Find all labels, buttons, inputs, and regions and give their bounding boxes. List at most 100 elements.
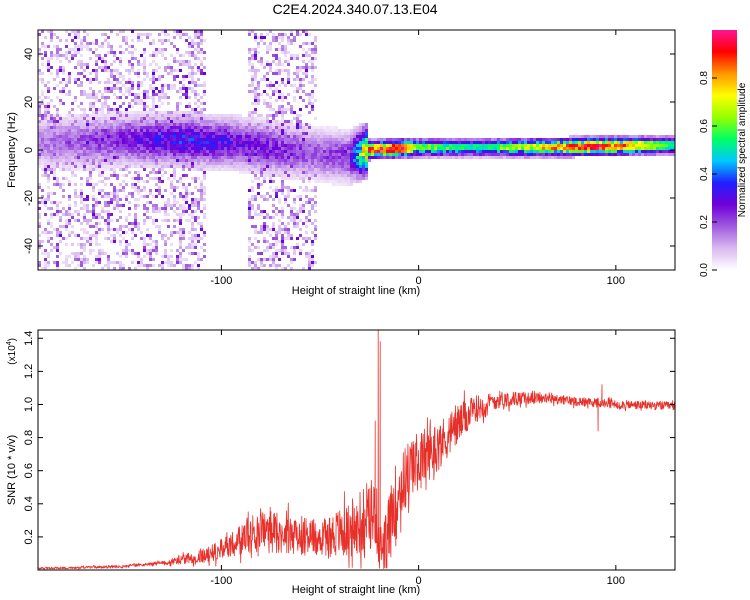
heatmap-cell: [98, 168, 101, 171]
heatmap-cell: [89, 168, 92, 171]
heatmap-cell: [329, 132, 332, 135]
heatmap-cell: [281, 159, 284, 162]
heatmap-cell: [140, 33, 143, 36]
heatmap-cell: [293, 72, 296, 75]
heatmap-cell: [275, 90, 278, 93]
heatmap-cell: [281, 207, 284, 210]
heatmap-cell: [239, 120, 242, 123]
heatmap-cell: [98, 123, 101, 126]
heatmap-cell: [125, 81, 128, 84]
heatmap-cell: [152, 126, 155, 129]
heatmap-cell: [218, 141, 221, 144]
heatmap-cell: [278, 33, 281, 36]
heatmap-cell: [116, 159, 119, 162]
heatmap-cell: [569, 156, 572, 159]
heatmap-cell: [260, 264, 263, 267]
heatmap-cell: [416, 141, 419, 144]
heatmap-cell: [173, 264, 176, 267]
heatmap-cell: [179, 129, 182, 132]
heatmap-cell: [254, 156, 257, 159]
heatmap-cell: [560, 141, 563, 144]
heatmap-cell: [188, 246, 191, 249]
heatmap-cell: [95, 114, 98, 117]
heatmap-cell: [125, 153, 128, 156]
y-tick-label: 1.2: [23, 364, 35, 379]
heatmap-cell: [92, 162, 95, 165]
heatmap-cell: [290, 237, 293, 240]
heatmap-cell: [377, 141, 380, 144]
heatmap-cell: [131, 249, 134, 252]
heatmap-cell: [86, 129, 89, 132]
heatmap-cell: [38, 243, 41, 246]
heatmap-cell: [287, 75, 290, 78]
heatmap-cell: [227, 114, 230, 117]
heatmap-cell: [59, 69, 62, 72]
heatmap-cell: [275, 213, 278, 216]
heatmap-cell: [44, 168, 47, 171]
heatmap-cell: [53, 120, 56, 123]
heatmap-cell: [62, 132, 65, 135]
heatmap-cell: [95, 93, 98, 96]
heatmap-cell: [290, 189, 293, 192]
heatmap-cell: [59, 153, 62, 156]
heatmap-cell: [230, 126, 233, 129]
heatmap-cell: [257, 186, 260, 189]
heatmap-cell: [455, 138, 458, 141]
heatmap-cell: [431, 156, 434, 159]
heatmap-cell: [470, 147, 473, 150]
heatmap-cell: [101, 57, 104, 60]
heatmap-cell: [89, 117, 92, 120]
heatmap-cell: [626, 135, 629, 138]
heatmap-cell: [305, 252, 308, 255]
heatmap-cell: [107, 111, 110, 114]
heatmap-cell: [290, 174, 293, 177]
heatmap-cell: [299, 252, 302, 255]
heatmap-cell: [296, 78, 299, 81]
heatmap-cell: [164, 117, 167, 120]
heatmap-cell: [38, 264, 41, 267]
heatmap-cell: [197, 138, 200, 141]
heatmap-cell: [491, 150, 494, 153]
heatmap-cell: [119, 123, 122, 126]
heatmap-cell: [311, 174, 314, 177]
heatmap-cell: [68, 162, 71, 165]
heatmap-cell: [233, 141, 236, 144]
heatmap-cell: [287, 144, 290, 147]
heatmap-cell: [299, 228, 302, 231]
heatmap-cell: [305, 171, 308, 174]
heatmap-cell: [350, 147, 353, 150]
heatmap-cell: [155, 153, 158, 156]
heatmap-cell: [278, 72, 281, 75]
heatmap-cell: [86, 153, 89, 156]
heatmap-cell: [380, 144, 383, 147]
heatmap-cell: [311, 156, 314, 159]
heatmap-cell: [296, 30, 299, 33]
heatmap-cell: [308, 255, 311, 258]
heatmap-cell: [518, 144, 521, 147]
heatmap-cell: [203, 132, 206, 135]
heatmap-cell: [272, 54, 275, 57]
heatmap-cell: [68, 33, 71, 36]
heatmap-cell: [170, 231, 173, 234]
heatmap-cell: [194, 114, 197, 117]
heatmap-cell: [170, 159, 173, 162]
heatmap-cell: [101, 165, 104, 168]
heatmap-cell: [83, 117, 86, 120]
heatmap-cell: [89, 240, 92, 243]
heatmap-cell: [56, 162, 59, 165]
heatmap-cell: [137, 33, 140, 36]
heatmap-cell: [92, 186, 95, 189]
heatmap-cell: [185, 132, 188, 135]
heatmap-cell: [638, 141, 641, 144]
heatmap-cell: [257, 246, 260, 249]
heatmap-cell: [242, 153, 245, 156]
heatmap-cell: [101, 207, 104, 210]
heatmap-cell: [161, 96, 164, 99]
heatmap-cell: [65, 54, 68, 57]
heatmap-cell: [347, 138, 350, 141]
heatmap-cell: [509, 147, 512, 150]
heatmap-cell: [311, 102, 314, 105]
heatmap-cell: [233, 153, 236, 156]
heatmap-cell: [194, 234, 197, 237]
heatmap-cell: [104, 153, 107, 156]
